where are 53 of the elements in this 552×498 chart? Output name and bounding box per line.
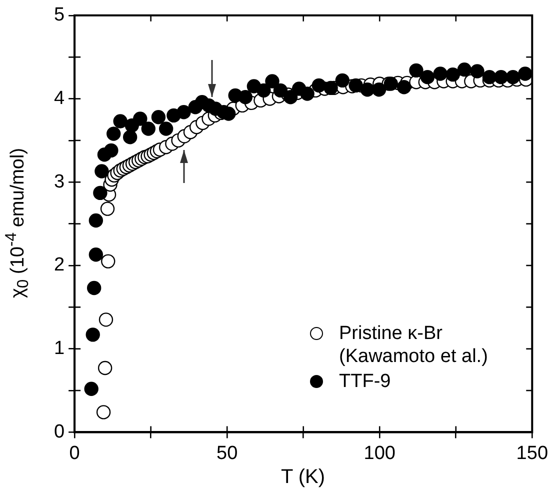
y-tick-label: 4	[54, 88, 65, 109]
legend-label: Pristine κ-Br (Kawamoto et al.)	[339, 322, 489, 368]
point	[133, 112, 148, 126]
point	[420, 70, 435, 84]
point	[360, 82, 375, 97]
y-tick-label: 2	[54, 254, 65, 276]
point	[273, 83, 288, 98]
point	[409, 63, 424, 78]
point	[86, 280, 102, 296]
point	[384, 76, 398, 91]
y-tick-label: 1	[54, 338, 65, 360]
point	[106, 126, 121, 141]
y-tick-label: 3	[54, 171, 65, 192]
point	[312, 78, 326, 93]
point	[93, 186, 108, 200]
point	[94, 164, 109, 178]
point	[88, 248, 104, 262]
point	[158, 122, 174, 136]
point	[256, 83, 271, 98]
point	[372, 82, 386, 97]
x-tick-label: 100	[364, 442, 396, 464]
point	[348, 78, 363, 93]
point	[283, 90, 298, 104]
point	[457, 62, 472, 77]
point	[84, 382, 98, 396]
point	[482, 70, 497, 84]
point	[176, 105, 191, 120]
point	[300, 86, 314, 101]
x-tick-label: 50	[216, 442, 238, 464]
x-axis-title: T (K)	[280, 466, 326, 489]
point	[265, 74, 280, 88]
point	[122, 130, 138, 144]
point	[335, 73, 350, 88]
point	[238, 90, 252, 104]
point	[141, 122, 156, 136]
point	[151, 110, 166, 124]
x-tick-label: 150	[516, 442, 548, 464]
y-tick-label: 5	[54, 4, 65, 26]
point	[113, 114, 128, 128]
point	[446, 67, 460, 82]
point	[506, 70, 520, 84]
point	[494, 70, 508, 84]
point	[470, 64, 484, 78]
point	[518, 66, 532, 81]
point	[86, 328, 100, 342]
point	[433, 66, 448, 81]
legend-label: TTF-9	[339, 370, 392, 393]
point	[104, 143, 118, 158]
point	[396, 80, 412, 94]
point	[88, 213, 104, 228]
point	[324, 80, 338, 96]
x-tick-label: 0	[69, 442, 80, 464]
y-tick-label: 0	[54, 421, 65, 442]
